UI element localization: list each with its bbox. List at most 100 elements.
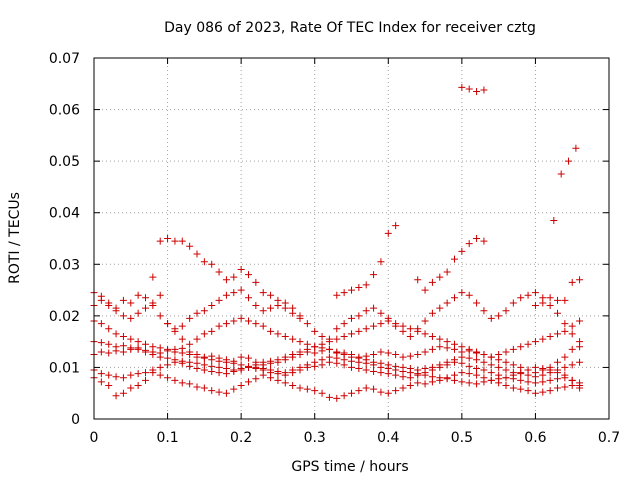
- data-point-marker: [546, 366, 554, 374]
- data-point-marker: [340, 320, 348, 328]
- data-point-marker: [127, 314, 135, 322]
- data-point-marker: [230, 289, 238, 297]
- data-point-marker: [377, 388, 385, 396]
- data-point-marker: [392, 222, 400, 230]
- data-point-marker: [237, 286, 245, 294]
- data-point-marker: [576, 343, 584, 351]
- data-point-marker: [436, 273, 444, 281]
- data-point-marker: [193, 359, 201, 367]
- data-point-marker: [487, 369, 495, 377]
- data-point-marker: [348, 314, 355, 322]
- data-point-marker: [222, 291, 230, 299]
- data-point-marker: [259, 358, 267, 366]
- data-point-marker: [348, 389, 355, 397]
- data-point-marker: [296, 384, 304, 392]
- data-point-marker: [112, 343, 120, 351]
- data-point-marker: [458, 369, 466, 377]
- x-tick-label: 0.1: [156, 430, 178, 446]
- series-satellite-track-c: [90, 338, 584, 381]
- data-point-marker: [193, 335, 201, 343]
- data-point-marker: [480, 358, 488, 366]
- data-point-marker: [561, 371, 569, 379]
- x-tick-label: 0.4: [377, 430, 399, 446]
- y-tick-label: 0.03: [49, 257, 80, 273]
- data-point-marker: [451, 376, 458, 384]
- data-point-marker: [193, 383, 201, 391]
- data-point-marker: [561, 296, 569, 304]
- data-point-marker: [296, 338, 304, 346]
- data-point-marker: [414, 325, 422, 333]
- data-point-marker: [318, 356, 326, 364]
- data-point-marker: [208, 387, 216, 395]
- x-tick-label: 0.6: [524, 430, 546, 446]
- data-point-marker: [164, 374, 172, 382]
- data-point-marker: [524, 366, 532, 374]
- data-point-marker: [156, 312, 164, 320]
- data-point-marker: [142, 294, 149, 302]
- data-point-marker: [178, 322, 186, 330]
- data-point-marker: [576, 317, 584, 325]
- data-point-marker: [200, 258, 208, 266]
- data-point-marker: [289, 381, 297, 389]
- data-point-marker: [406, 369, 414, 377]
- data-point-marker: [318, 340, 326, 348]
- data-point-marker: [208, 356, 216, 364]
- data-point-marker: [473, 356, 481, 364]
- data-point-marker: [362, 281, 370, 289]
- data-point-marker: [142, 304, 149, 312]
- data-point-marker: [105, 371, 113, 379]
- y-tick-label: 0.07: [49, 51, 80, 67]
- data-point-marker: [215, 357, 223, 365]
- data-point-marker: [546, 376, 554, 384]
- data-point-marker: [436, 374, 444, 382]
- data-point-marker: [458, 289, 466, 297]
- data-point-marker: [171, 348, 179, 356]
- data-point-marker: [517, 343, 525, 351]
- data-point-marker: [200, 361, 208, 369]
- data-point-marker: [267, 357, 275, 365]
- data-point-marker: [171, 376, 179, 384]
- data-point-marker: [222, 320, 230, 328]
- data-point-marker: [208, 327, 216, 335]
- data-point-marker: [428, 309, 436, 317]
- data-point-marker: [421, 286, 429, 294]
- data-point-marker: [399, 327, 407, 335]
- data-point-marker: [348, 357, 355, 365]
- data-point-marker: [539, 371, 547, 379]
- data-point-marker: [186, 314, 194, 322]
- data-point-marker: [119, 342, 127, 350]
- data-point-marker: [509, 371, 517, 379]
- data-point-marker: [539, 364, 547, 372]
- data-point-marker: [318, 389, 326, 397]
- data-point-marker: [550, 216, 558, 224]
- data-point-marker: [473, 299, 481, 307]
- data-point-marker: [370, 351, 378, 359]
- data-point-marker: [222, 276, 230, 284]
- data-point-marker: [370, 361, 378, 369]
- data-point-marker: [119, 348, 127, 356]
- data-point-marker: [524, 291, 532, 299]
- data-point-marker: [428, 332, 436, 340]
- data-point-marker: [105, 381, 113, 389]
- data-point-marker: [149, 299, 157, 307]
- data-point-marker: [252, 302, 260, 310]
- data-point-marker: [414, 276, 422, 284]
- data-point-marker: [267, 374, 275, 382]
- data-point-marker: [245, 271, 252, 279]
- data-point-marker: [509, 345, 517, 353]
- data-point-marker: [428, 373, 436, 381]
- y-tick-label: 0.06: [49, 103, 80, 119]
- data-point-marker: [517, 294, 525, 302]
- data-point-marker: [377, 258, 385, 266]
- data-point-marker: [554, 296, 561, 304]
- data-point-marker: [554, 330, 561, 338]
- data-point-marker: [509, 361, 517, 369]
- data-point-marker: [568, 376, 576, 384]
- data-point-marker: [568, 361, 576, 369]
- data-point-marker: [281, 332, 289, 340]
- data-point-marker: [561, 363, 569, 371]
- plot-frame: [93, 57, 610, 420]
- data-point-marker: [222, 389, 230, 397]
- data-point-marker: [568, 330, 576, 338]
- data-point-marker: [451, 340, 458, 348]
